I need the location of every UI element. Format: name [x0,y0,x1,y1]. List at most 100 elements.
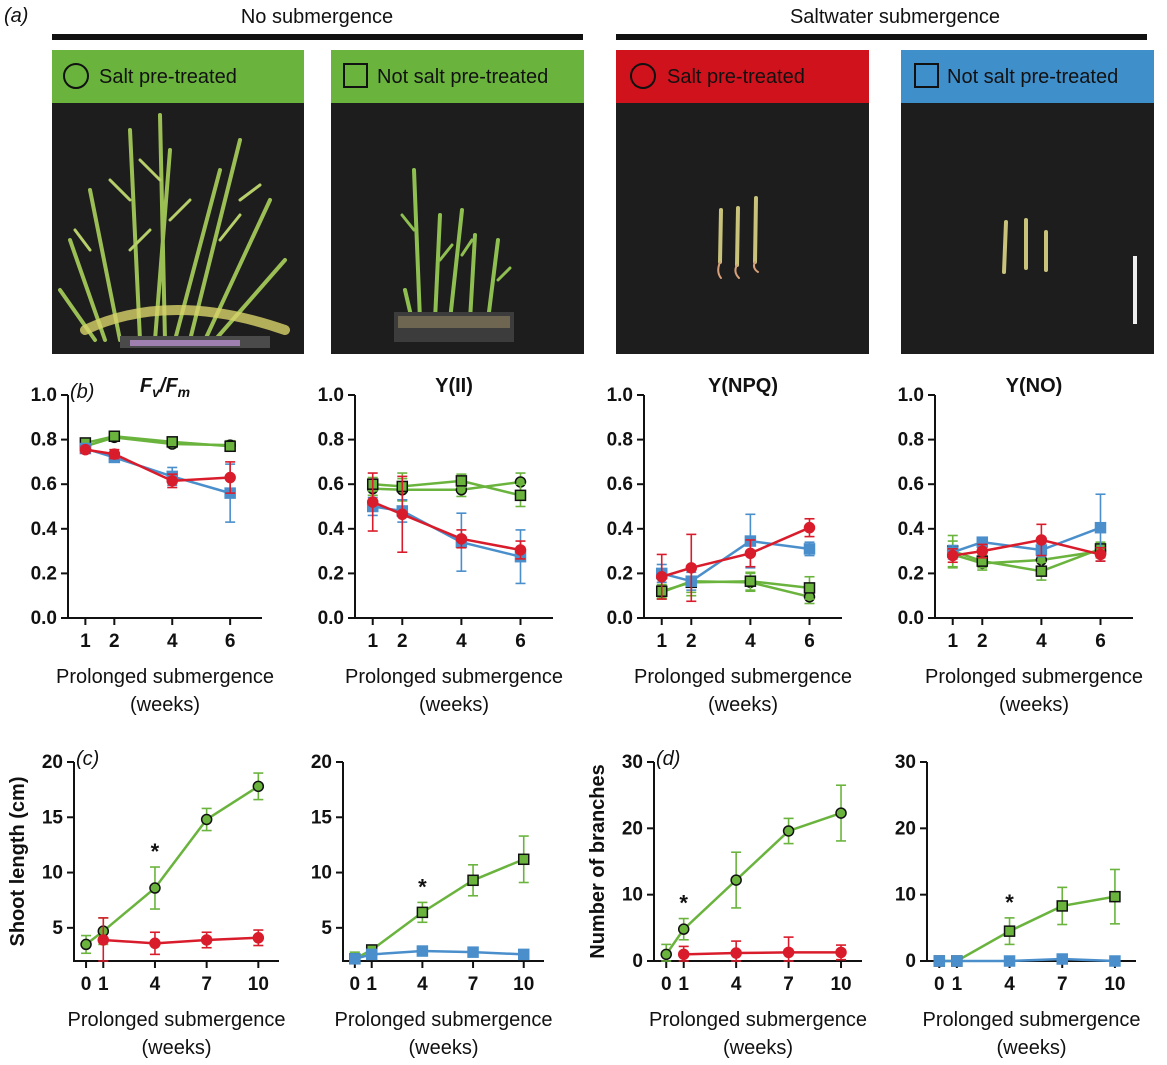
x-tick-label: 10 [248,974,269,995]
x-tick-label: 1 [952,974,963,995]
data-point [149,882,161,894]
y-tick-label: 10 [42,863,63,884]
panel-a-label: (a) [4,5,28,27]
series-line [372,480,521,492]
tall-plant-illustration [58,113,290,342]
y-tick-label: 0.2 [607,563,633,584]
data-point [200,813,213,826]
data-point [1056,900,1068,912]
y-tick-label: 5 [321,918,332,939]
data-point [416,945,429,957]
x-axis-label: Prolonged submergence [649,1009,867,1031]
y-tick-label: 5 [52,918,63,939]
photo-header-1 [52,50,304,103]
series-line [354,949,524,960]
data-point [166,475,178,487]
x-axis-label: Prolonged submergence [56,666,274,688]
group-title-saltwater-submergence: Saltwater submergence [790,6,1000,28]
series-line [939,957,1115,963]
y-tick-label: 0 [905,951,916,972]
series-green-circle [79,431,236,453]
photo-label-4: Not salt pre-treated [947,66,1118,88]
series-line [85,434,231,448]
series-line [661,526,810,578]
x-tick-label: 0 [350,974,361,995]
series-line [665,811,842,956]
x-tick-label: 0 [81,974,92,995]
data-point [803,521,816,534]
y-tick-label: 0.8 [31,430,57,451]
x-tick-label: 4 [745,631,756,652]
y-tick-label: 20 [622,818,643,839]
chart-y-ii: 0.0 0.2 0.4 0.6 0.8 1.0 1 2 4 6 Prolonged submerge… [318,375,563,716]
x-tick-label: 4 [417,974,428,995]
chart-title-part: F [140,375,153,397]
x-tick-label: 6 [225,631,236,652]
x-tick-label: 7 [201,974,212,995]
seedlings-illustration-2 [1002,218,1048,274]
y-tick-label: 10 [895,885,916,906]
photo-card-3: Salt pre-treated [616,50,869,354]
photo-label-3: Salt pre-treated [667,66,805,88]
data-point [730,947,742,959]
data-point [782,825,795,837]
x-tick-label: 2 [109,631,120,652]
significance-star: * [1005,890,1014,915]
y-tick-label: 10 [622,885,643,906]
x-axis-label: Prolonged submergence [345,666,563,688]
photo-label-1: Salt pre-treated [99,66,237,88]
data-point [416,906,429,919]
x-tick-label: 0 [934,974,945,995]
x-tick-label: 1 [947,631,958,652]
series-line [85,447,231,495]
data-point [467,946,479,958]
sparse-plant-illustration [400,168,512,322]
scale-bar [1133,256,1137,324]
y-tick-label: 0.6 [898,474,924,495]
series-line [372,500,521,552]
axis-lines [342,762,544,962]
data-point [1035,565,1048,577]
x-tick-label: 4 [731,974,742,995]
chart-title: Y(NPQ) [708,375,778,397]
chart-fv-fm: 0.0 0.2 0.4 0.6 0.8 1.0 1 2 4 6 Prolonged submerge… [31,375,274,716]
chart-title-part: v [152,384,161,400]
series-blue-square [79,442,236,523]
y-tick-label: 0.4 [607,519,634,540]
y-axis-label: Number of branches [587,764,609,958]
x-tick-label: 2 [397,631,408,652]
axis-lines [934,395,1133,619]
series-green-circle [660,784,847,962]
chart-title-part: m [178,384,190,400]
x-axis-label: Prolonged submergence [335,1009,553,1031]
data-point [835,946,847,959]
y-tick-label: 0.8 [607,430,633,451]
y-tick-label: 1.0 [318,385,344,406]
y-tick-label: 0 [632,951,643,972]
x-tick-label: 6 [1095,631,1106,652]
data-point [224,471,236,484]
x-tick-label: 4 [1036,631,1047,652]
panel-label: (c) [76,748,99,770]
y-tick-label: 0.8 [898,430,924,451]
x-axis-label: (weeks) [708,694,778,716]
data-point [514,544,527,556]
data-point [108,430,121,443]
data-point [1094,548,1107,561]
group-bar-no-submergence [52,34,583,40]
panel-label: (d) [656,748,680,770]
data-point [677,923,690,935]
y-tick-label: 10 [311,863,332,884]
x-tick-label: 7 [783,974,794,995]
panel-a: (a) No submergence Saltwater submergence… [4,5,1154,354]
square-marker-icon [343,63,368,88]
panel-label: (b) [70,381,94,403]
circle-marker-icon [630,63,656,89]
y-tick-label: 1.0 [898,385,924,406]
data-point [224,440,236,453]
y-tick-label: 1.0 [31,385,57,406]
data-point [744,547,757,560]
y-tick-label: 0.2 [318,563,344,584]
x-axis-label: Prolonged submergence [634,666,852,688]
